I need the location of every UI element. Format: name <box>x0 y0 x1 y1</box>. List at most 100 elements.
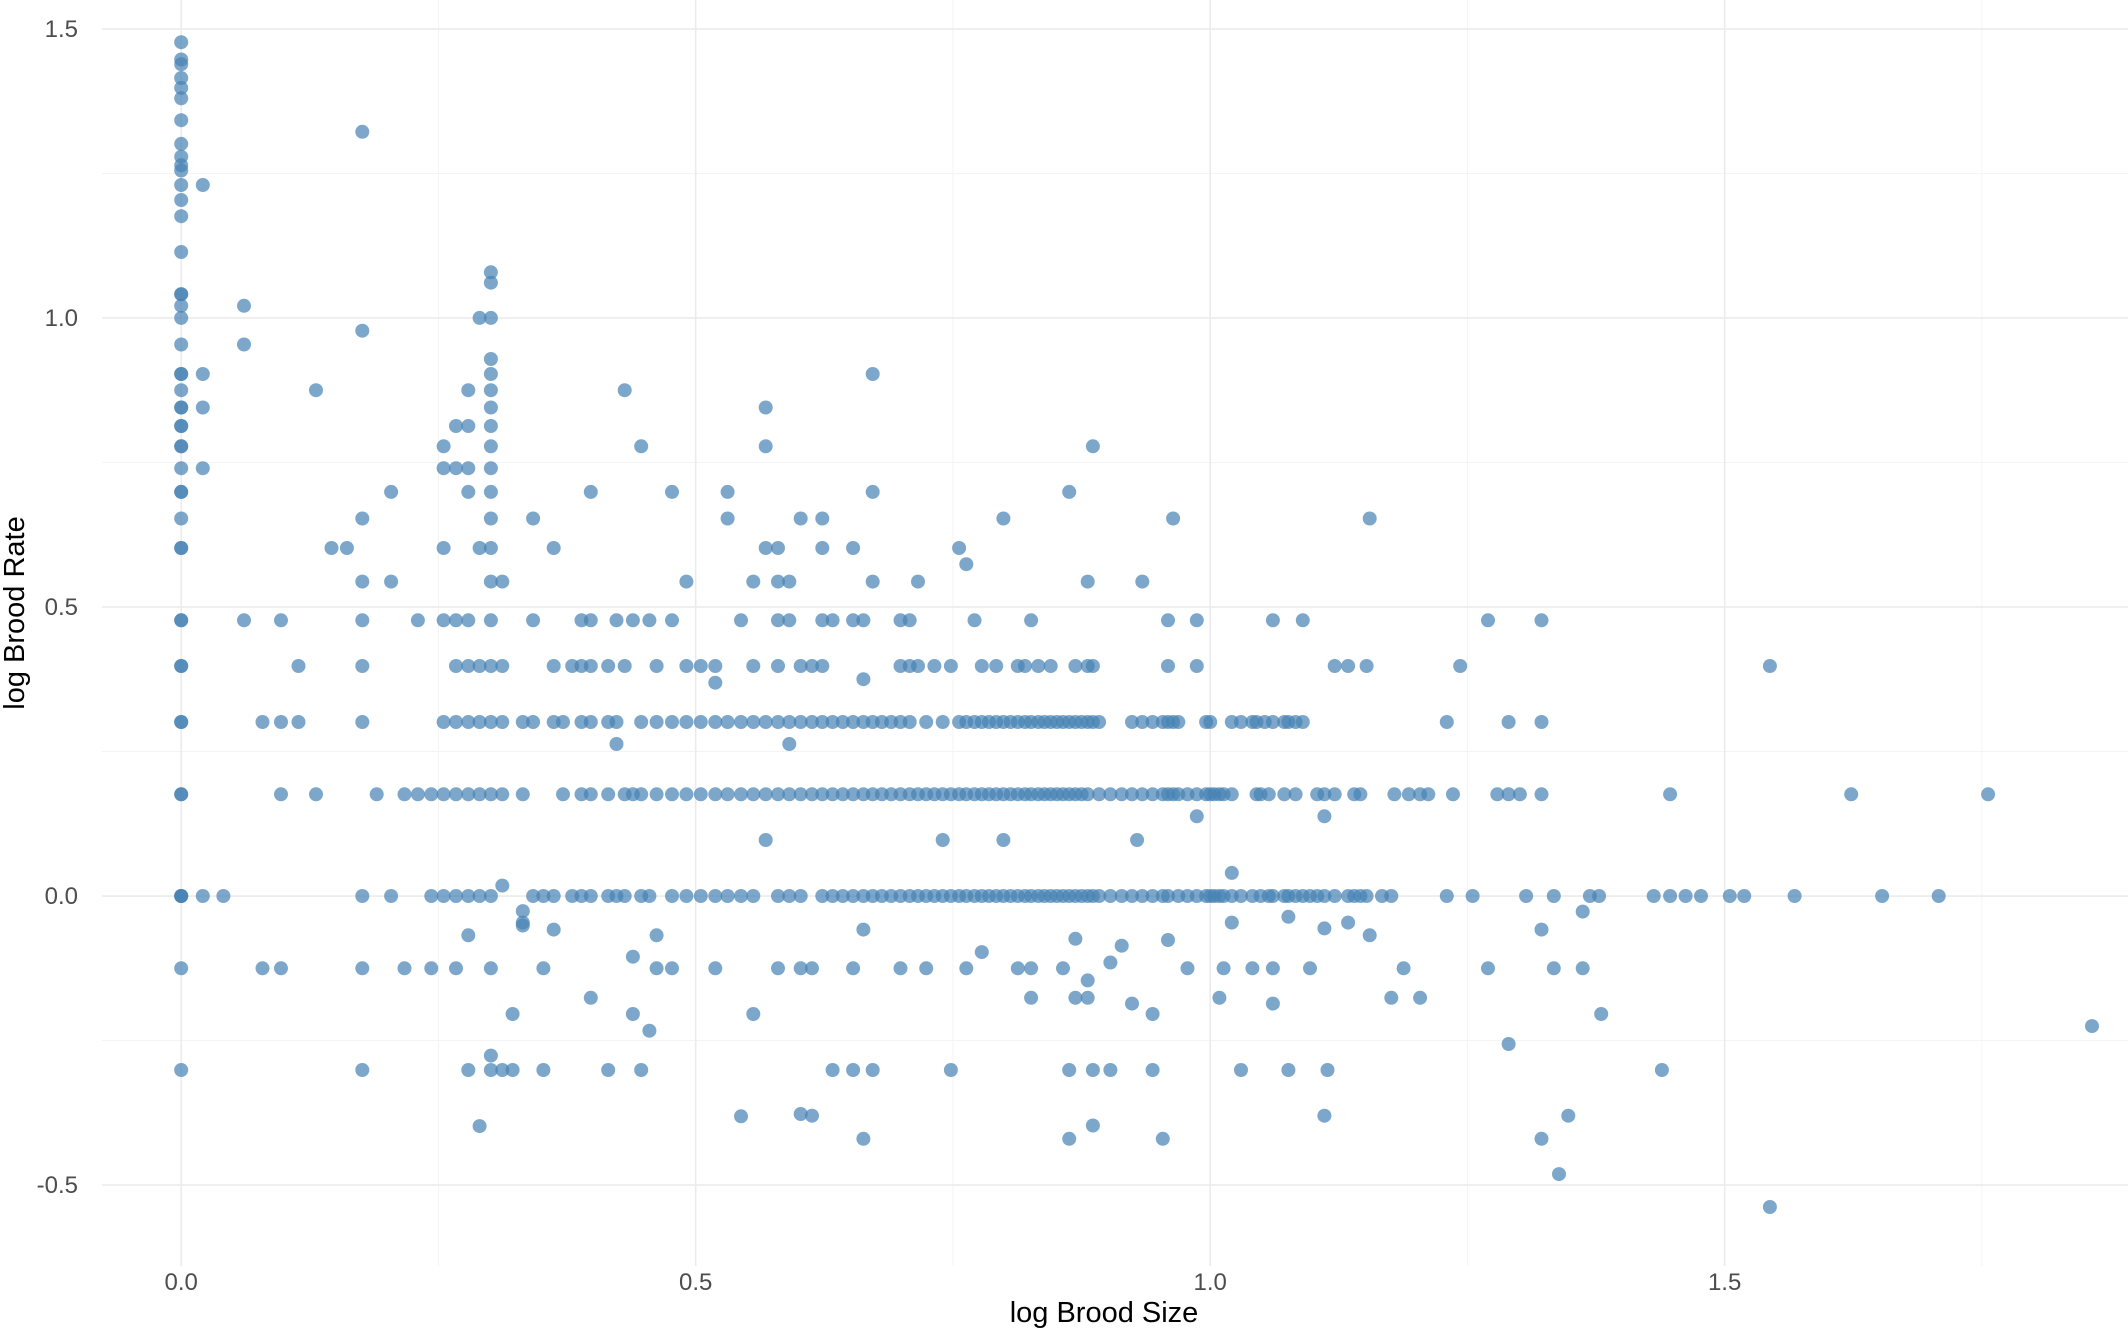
data-point <box>237 337 251 352</box>
data-point <box>1501 1037 1516 1051</box>
data-point <box>601 787 616 802</box>
data-point <box>708 961 723 976</box>
data-point <box>1224 787 1239 802</box>
data-point <box>1161 659 1175 673</box>
data-point <box>1145 715 1160 729</box>
data-point <box>1341 659 1356 673</box>
data-point <box>526 613 541 628</box>
data-point <box>483 461 498 476</box>
data-point <box>174 419 189 433</box>
data-point <box>805 961 819 976</box>
data-point <box>771 787 785 802</box>
minor-gridlines <box>102 0 2128 1266</box>
data-point <box>1762 659 1777 673</box>
data-point <box>1189 809 1204 824</box>
data-point <box>665 613 679 628</box>
data-point <box>1068 659 1083 673</box>
data-point <box>746 659 761 673</box>
data-point <box>1490 787 1505 802</box>
data-point <box>1171 715 1186 729</box>
data-point <box>815 715 830 729</box>
data-point <box>846 613 861 628</box>
data-point <box>195 400 210 415</box>
x-tick-label: 0.0 <box>165 1269 198 1296</box>
data-point <box>943 1063 958 1077</box>
data-point <box>720 484 735 499</box>
data-point <box>1362 928 1377 943</box>
data-point <box>1439 889 1454 903</box>
data-point <box>1359 659 1374 673</box>
data-point <box>583 659 598 673</box>
data-point <box>771 659 785 673</box>
data-point <box>546 922 561 937</box>
data-point <box>679 574 694 589</box>
data-point <box>472 787 487 802</box>
data-point <box>483 419 498 433</box>
data-point <box>449 715 463 729</box>
data-point <box>1145 1063 1160 1077</box>
data-point <box>609 715 624 729</box>
data-point <box>397 961 412 976</box>
data-point <box>793 889 808 903</box>
data-point <box>1512 787 1527 802</box>
data-point <box>436 613 451 628</box>
data-point <box>174 337 189 352</box>
data-point <box>1317 809 1332 824</box>
data-point <box>355 124 370 139</box>
data-point <box>935 833 950 847</box>
data-point <box>1135 787 1150 802</box>
data-point <box>1317 889 1332 903</box>
data-point <box>601 659 616 673</box>
data-point <box>461 787 476 802</box>
data-point <box>174 193 189 207</box>
data-point <box>1130 833 1145 847</box>
data-point <box>483 265 498 280</box>
data-point <box>355 1063 370 1077</box>
data-point <box>461 715 476 729</box>
data-point <box>846 889 861 903</box>
data-point <box>1224 915 1239 930</box>
data-point <box>237 613 251 628</box>
data-point <box>472 1119 487 1134</box>
data-point <box>355 889 370 903</box>
data-point <box>782 715 797 729</box>
data-point <box>174 35 189 50</box>
data-point <box>665 787 679 802</box>
data-point <box>846 541 861 555</box>
data-point <box>1145 1007 1160 1021</box>
data-point <box>1281 1063 1296 1077</box>
data-point <box>1663 889 1678 903</box>
data-point <box>174 613 189 628</box>
data-point <box>495 878 510 893</box>
data-point <box>1534 787 1549 802</box>
data-point <box>472 310 487 325</box>
data-point <box>1384 990 1399 1005</box>
x-axis-tick-labels: 0.0 0.5 1.0 1.5 <box>165 1269 1742 1296</box>
data-point <box>1062 484 1077 499</box>
data-point <box>1327 787 1342 802</box>
data-point <box>1575 904 1590 919</box>
data-point <box>195 461 210 476</box>
data-point <box>734 787 748 802</box>
x-tick-label: 0.5 <box>679 1269 712 1296</box>
data-point <box>1080 787 1095 802</box>
data-point <box>483 889 498 903</box>
data-point <box>461 461 476 476</box>
data-point <box>174 209 189 224</box>
data-point <box>483 352 498 366</box>
data-point <box>1092 889 1107 903</box>
data-point <box>583 990 598 1005</box>
data-point <box>1501 715 1516 729</box>
data-point <box>805 659 819 673</box>
data-point <box>1592 889 1607 903</box>
data-point <box>1062 1131 1077 1146</box>
data-point <box>1085 1118 1100 1133</box>
data-point <box>642 889 657 903</box>
data-point <box>734 889 748 903</box>
data-point <box>720 715 735 729</box>
y-tick-label: 0.5 <box>45 594 78 621</box>
data-point <box>846 715 861 729</box>
data-point <box>291 715 306 729</box>
data-point <box>436 541 451 555</box>
data-point <box>1103 787 1118 802</box>
